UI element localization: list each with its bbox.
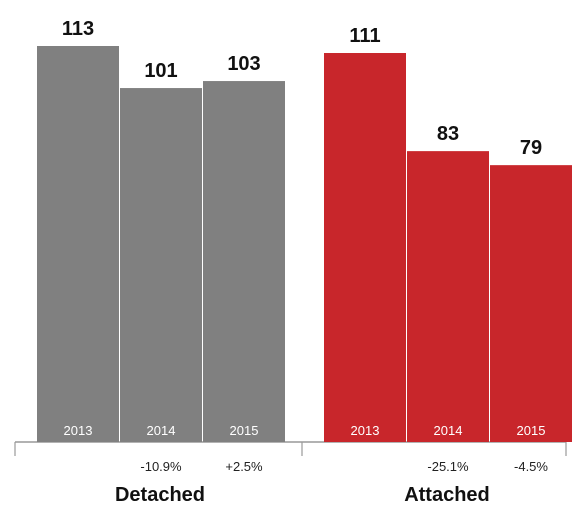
bar — [490, 165, 572, 442]
data-label: 83 — [437, 123, 459, 145]
group-label: Detached — [115, 484, 205, 506]
change-label: -10.9% — [140, 459, 182, 474]
change-label: -4.5% — [514, 459, 548, 474]
bar — [407, 151, 489, 442]
group-label: Attached — [404, 484, 490, 506]
data-label: 101 — [144, 60, 177, 82]
data-label: 79 — [520, 137, 542, 159]
data-label: 111 — [349, 25, 380, 47]
bar — [37, 46, 119, 442]
bar — [203, 81, 285, 442]
year-tick-label: 2013 — [64, 423, 93, 438]
year-tick-label: 2013 — [351, 423, 380, 438]
data-label: 113 — [62, 18, 94, 40]
bar — [324, 53, 406, 442]
bar — [120, 88, 202, 442]
change-label: +2.5% — [225, 459, 263, 474]
year-tick-label: 2015 — [230, 423, 259, 438]
year-tick-label: 2014 — [434, 423, 463, 438]
year-tick-label: 2015 — [517, 423, 546, 438]
data-label: 103 — [227, 53, 260, 75]
change-label: -25.1% — [427, 459, 469, 474]
year-tick-label: 2014 — [147, 423, 176, 438]
